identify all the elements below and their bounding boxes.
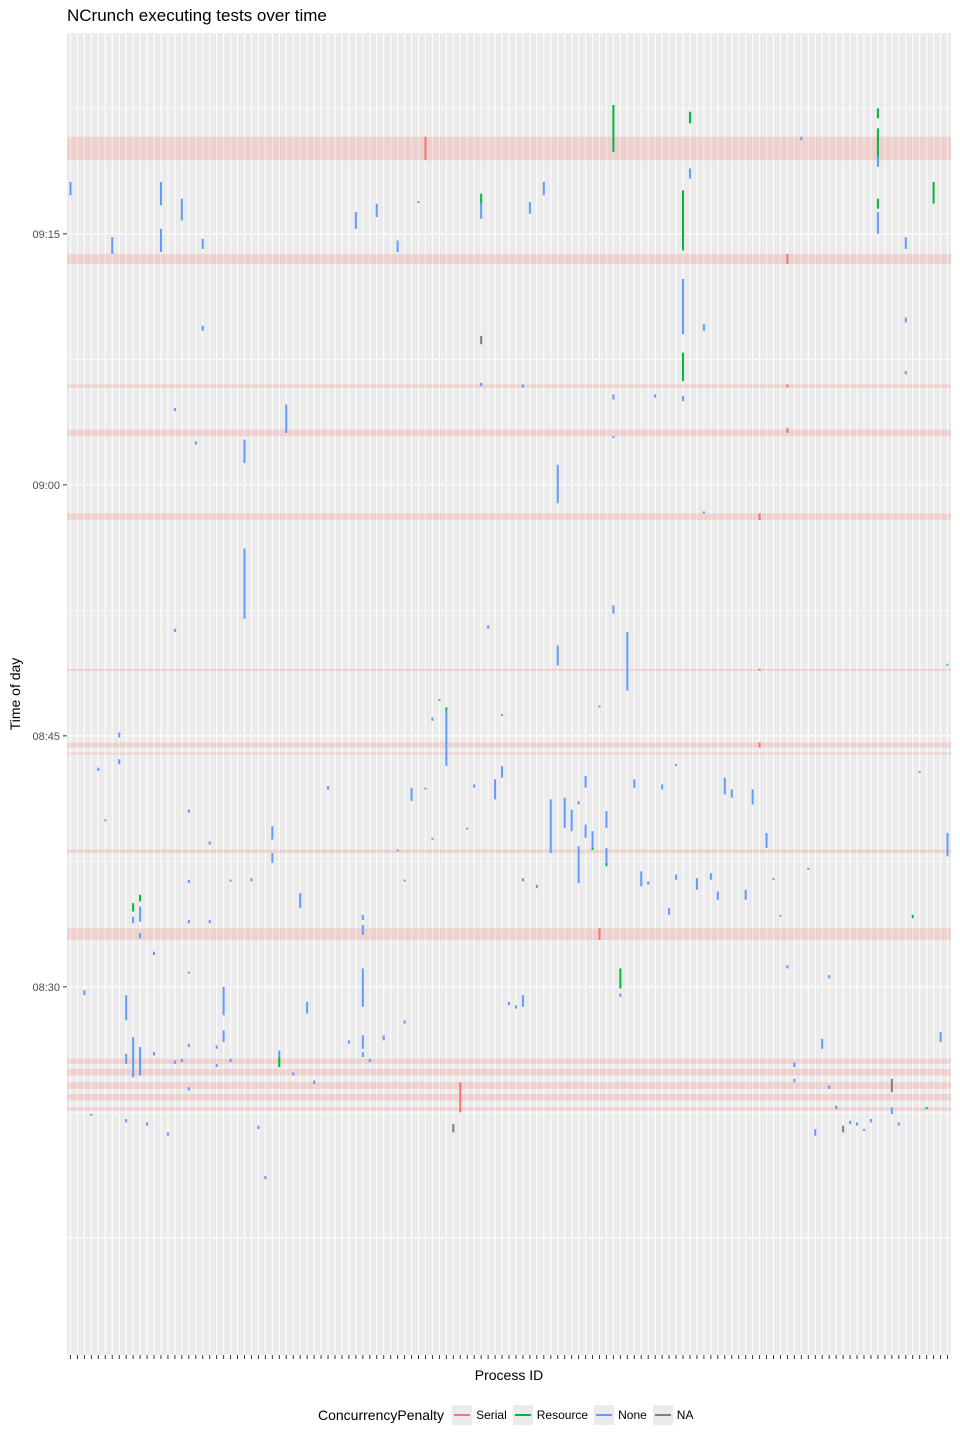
legend-item-none: None	[594, 1405, 647, 1425]
x-axis-label: Process ID	[475, 1367, 543, 1383]
serial-band	[67, 384, 951, 388]
y-tick-label: 09:15	[32, 229, 60, 241]
legend-item-serial: Serial	[452, 1405, 507, 1425]
serial-band	[67, 136, 951, 161]
serial-band	[67, 668, 951, 671]
x-axis	[69, 1355, 949, 1359]
serial-band	[67, 1068, 951, 1076]
y-tick-label: 08:30	[32, 982, 60, 994]
y-tick-label: 09:00	[32, 480, 60, 492]
legend-label-na: NA	[676, 1408, 694, 1422]
legend-key-none	[594, 1405, 615, 1425]
serial-bands	[67, 136, 951, 1111]
y-tick-label: 08:45	[32, 731, 60, 743]
y-axis: 08:30 08:45 09:00 09:15	[32, 229, 67, 994]
gridlines-x	[69, 33, 949, 1355]
legend-item-resource: Resource	[512, 1405, 589, 1425]
legend-item-na: NA	[652, 1405, 694, 1425]
serial-band	[67, 253, 951, 264]
serial-band	[67, 1058, 951, 1064]
legend-label-resource: Resource	[536, 1408, 589, 1422]
serial-band	[67, 752, 951, 755]
serial-band	[67, 1093, 951, 1101]
serial-band	[67, 1082, 951, 1089]
serial-band	[67, 849, 951, 853]
serial-band	[67, 429, 951, 437]
legend-label-serial: Serial	[476, 1408, 507, 1422]
serial-band	[67, 742, 951, 748]
legend-key-serial	[452, 1405, 473, 1425]
legend-key-resource	[512, 1405, 533, 1425]
test-segments	[69, 104, 949, 1180]
serial-band	[67, 513, 951, 520]
serial-band	[67, 1107, 951, 1111]
legend-label-none: None	[618, 1408, 647, 1422]
legend-key-na	[652, 1405, 673, 1425]
serial-band	[67, 928, 951, 940]
chart-title: NCrunch executing tests over time	[67, 6, 327, 25]
y-axis-label: Time of day	[7, 658, 23, 731]
legend: ConcurrencyPenalty Serial Resource None …	[318, 1404, 699, 1426]
legend-title: ConcurrencyPenalty	[318, 1407, 445, 1423]
